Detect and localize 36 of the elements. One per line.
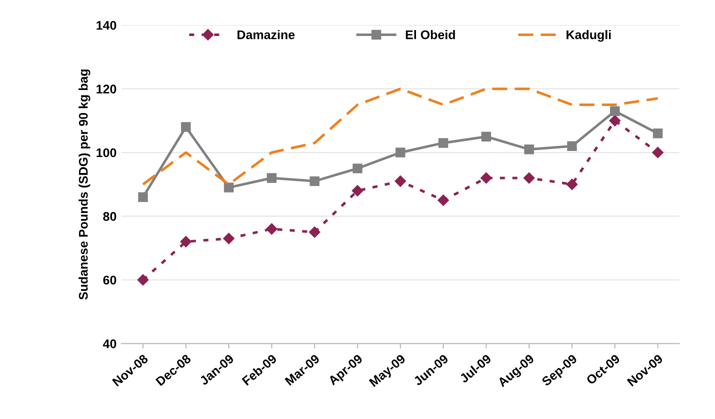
point: [567, 141, 577, 152]
y-tick-label: 60: [103, 276, 116, 285]
point: [224, 182, 234, 192]
y-tick-label: 120: [96, 84, 116, 94]
y-tick-label: 80: [103, 212, 116, 221]
point: [396, 148, 406, 158]
y-tick-label: 40: [102, 339, 116, 348]
point: [394, 176, 406, 187]
point: [438, 194, 449, 206]
point: [266, 173, 277, 183]
legend-label: El Obeid: [406, 30, 455, 40]
point: [609, 115, 621, 126]
point: [523, 172, 535, 184]
point: [438, 138, 448, 148]
point: [310, 176, 320, 186]
point: [137, 274, 149, 286]
point: [566, 178, 578, 190]
point: [652, 128, 663, 138]
point: [138, 192, 148, 202]
point: [352, 164, 362, 174]
point: [481, 132, 492, 142]
point: [610, 106, 620, 116]
point: [480, 172, 492, 184]
point: [181, 122, 191, 132]
point: [266, 223, 278, 235]
point: [352, 185, 364, 196]
point: [180, 236, 192, 248]
legend-label: Damazine: [238, 30, 295, 40]
y-tick-label: 100: [96, 148, 116, 158]
point: [524, 144, 534, 154]
point: [652, 146, 664, 158]
legend-label: Kadugli: [566, 30, 611, 42]
y-axis-title: Sudanese Pounds (SDG) per 90 kg bag: [78, 70, 90, 300]
point: [308, 226, 320, 238]
y-tick-label: 140: [96, 20, 116, 30]
point: [223, 232, 234, 244]
